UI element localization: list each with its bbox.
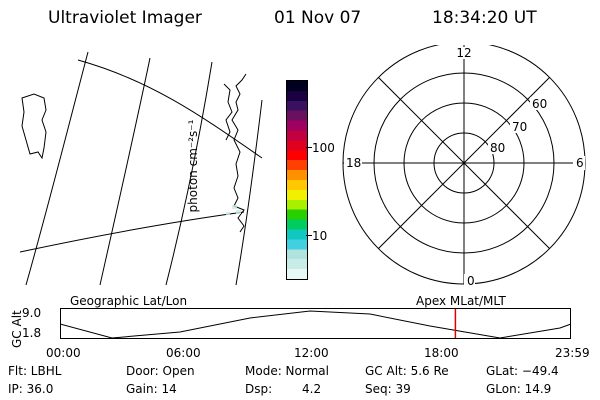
latitude-line (19, 211, 245, 253)
intensity-colorbar (286, 80, 308, 280)
lat-label-60: 60 (532, 97, 547, 111)
colorbar-tick-10: 10 (312, 229, 328, 243)
x-tick-1200: 12:00 (294, 346, 329, 360)
y-tick-9: 9.0 (22, 306, 42, 320)
coastline (21, 93, 47, 160)
x-tick-0000: 00:00 (46, 346, 81, 360)
altitude-timeline (60, 308, 572, 339)
colorbar-tick-mark (306, 235, 312, 236)
x-tick-2359: 23:59 (555, 346, 590, 360)
status-gain: Gain: 14 (126, 382, 177, 396)
time-label: 18:34:20 UT (432, 8, 537, 28)
y-tick-1.8: 1.8 (22, 326, 42, 340)
altitude-curve (60, 310, 572, 339)
geographic-label: Geographic Lat/Lon (70, 294, 188, 308)
longitude-line (25, 51, 89, 286)
coastline (231, 73, 247, 233)
apex-label: Apex MLat/MLT (416, 294, 506, 308)
coastline (223, 83, 233, 141)
status-glat: GLat: −49.4 (486, 364, 559, 378)
x-tick-1800: 18:00 (424, 346, 459, 360)
date-label: 01 Nov 07 (274, 8, 362, 28)
status-dsp-value: 4.2 (302, 382, 322, 396)
status-dsp-label: Dsp: (245, 382, 273, 396)
geographic-map (19, 51, 263, 286)
instrument-title: Ultraviolet Imager (48, 8, 202, 28)
status-gc-alt: GC Alt: 5.6 Re (365, 364, 449, 378)
longitude-line (165, 61, 213, 286)
polar-mlt-plot: 12 18 6 0 60 70 80 (342, 45, 586, 288)
mlt-label-12: 12 (456, 46, 471, 60)
colorbar-unit-label: photon cm⁻²s⁻¹ (186, 119, 200, 213)
status-glon: GLon: 14.9 (486, 382, 552, 396)
status-seq: Seq: 39 (365, 382, 411, 396)
timeline-frame (60, 308, 571, 339)
aurora-pixel (236, 210, 241, 214)
lat-label-80: 80 (490, 141, 505, 155)
mlt-label-0: 0 (467, 274, 475, 288)
mlt-label-6: 6 (576, 156, 584, 170)
longitude-line (99, 57, 151, 286)
status-door: Door: Open (126, 364, 195, 378)
colorbar-tick-100: 100 (312, 141, 335, 155)
mlt-label-18: 18 (346, 156, 361, 170)
status-ip: IP: 36.0 (8, 382, 54, 396)
aurora-pixel (226, 212, 230, 215)
longitude-line (235, 99, 263, 286)
aurora-pixel (232, 205, 237, 209)
status-flt: Flt: LBHL (8, 364, 62, 378)
colorbar-tick-mark (306, 147, 312, 148)
x-tick-0600: 06:00 (166, 346, 201, 360)
mlt-diagonal (378, 77, 550, 249)
status-mode: Mode: Normal (245, 364, 329, 378)
latitude-line (77, 59, 263, 159)
lat-label-70: 70 (512, 120, 527, 134)
